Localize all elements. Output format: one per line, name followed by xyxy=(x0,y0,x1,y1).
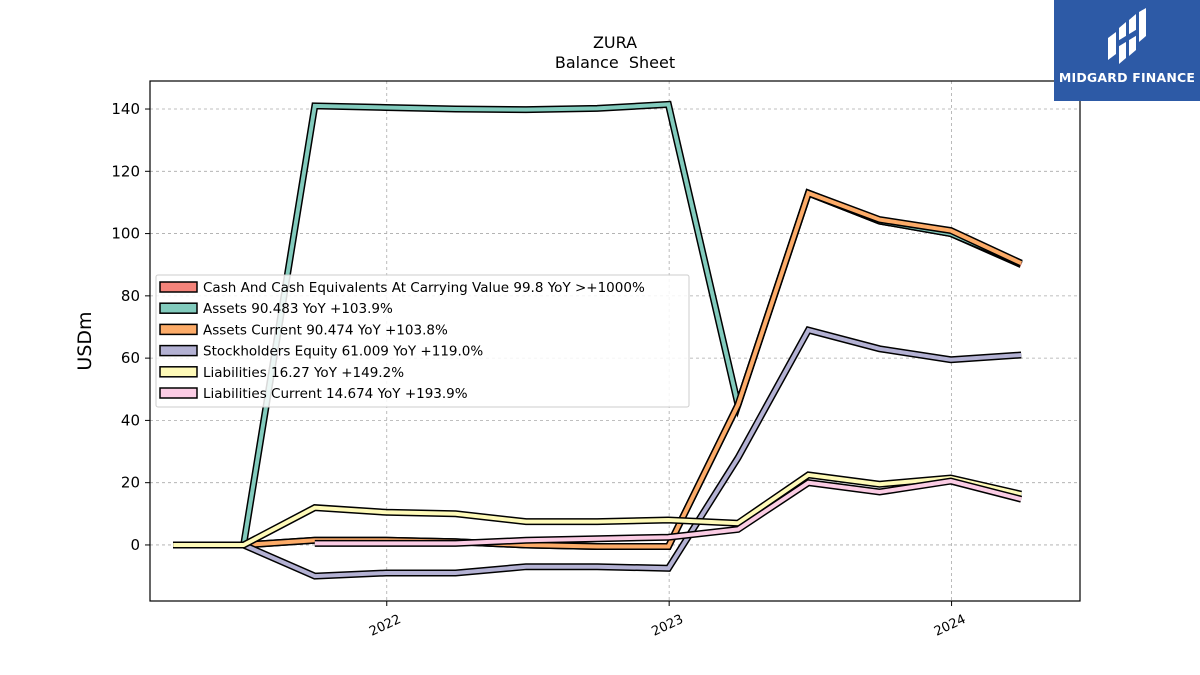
series-line-4 xyxy=(173,472,1022,547)
legend: Cash And Cash Equivalents At Carrying Va… xyxy=(155,274,690,408)
logo-text: MIDGARD FINANCE xyxy=(1058,70,1196,85)
legend-label-4: Liabilities 16.27 YoY +149.2% xyxy=(203,365,404,381)
y-tick-label: 40 xyxy=(121,411,140,429)
series-line-5 xyxy=(314,479,1022,546)
legend-swatch-0 xyxy=(159,281,198,293)
y-tick-label: 20 xyxy=(121,474,140,492)
legend-label-3: Stockholders Equity 61.009 YoY +119.0% xyxy=(203,344,483,360)
y-tick-label: 100 xyxy=(111,225,140,243)
y-axis-label: USDm xyxy=(74,311,96,370)
chart-title: ZURA xyxy=(593,33,637,52)
y-tick-label: 60 xyxy=(121,349,140,367)
y-tick-label: 140 xyxy=(111,100,140,118)
brand-logo: MIDGARD FINANCE xyxy=(1054,0,1200,101)
y-tick-label: 0 xyxy=(130,536,140,554)
legend-box xyxy=(155,274,690,408)
series-line-outline-4 xyxy=(173,471,1022,549)
x-tick-label: 2022 xyxy=(367,612,403,640)
y-tick-label: 80 xyxy=(121,287,140,305)
legend-swatch-4 xyxy=(159,366,198,378)
legend-swatch-3 xyxy=(159,344,198,357)
legend-swatch-5 xyxy=(159,387,198,399)
chart-subtitle: Balance Sheet xyxy=(555,53,675,72)
legend-label-1: Assets 90.483 YoY +103.9% xyxy=(203,301,393,317)
series-layer xyxy=(173,100,1023,580)
legend-swatch-1 xyxy=(159,302,198,314)
legend-label-0: Cash And Cash Equivalents At Carrying Va… xyxy=(203,280,645,296)
x-tick-label: 2023 xyxy=(650,612,686,640)
legend-label-2: Assets Current 90.474 YoY +103.8% xyxy=(203,322,448,338)
x-tick-label: 2024 xyxy=(932,612,968,640)
plot-frame xyxy=(149,80,1081,602)
y-tick-label: 120 xyxy=(111,162,140,180)
legend-label-5: Liabilities Current 14.674 YoY +193.9% xyxy=(203,386,468,402)
midgard-logo-icon xyxy=(1108,8,1146,64)
legend-swatch-2 xyxy=(159,323,198,336)
series-line-3 xyxy=(173,327,1022,579)
